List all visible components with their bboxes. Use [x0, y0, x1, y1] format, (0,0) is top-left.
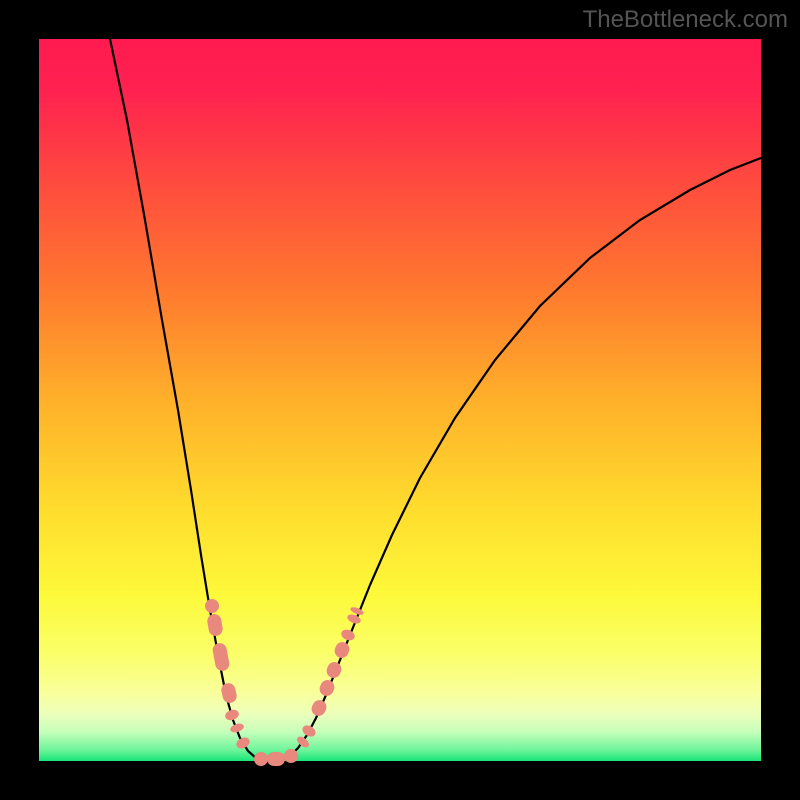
plot-area — [39, 39, 761, 761]
data-point-marker — [284, 749, 298, 763]
chart-container: TheBottleneck.com — [0, 0, 800, 800]
data-point-marker — [267, 752, 285, 766]
watermark-text: TheBottleneck.com — [583, 6, 788, 34]
data-point-marker — [254, 752, 268, 766]
bottleneck-chart — [0, 0, 800, 800]
